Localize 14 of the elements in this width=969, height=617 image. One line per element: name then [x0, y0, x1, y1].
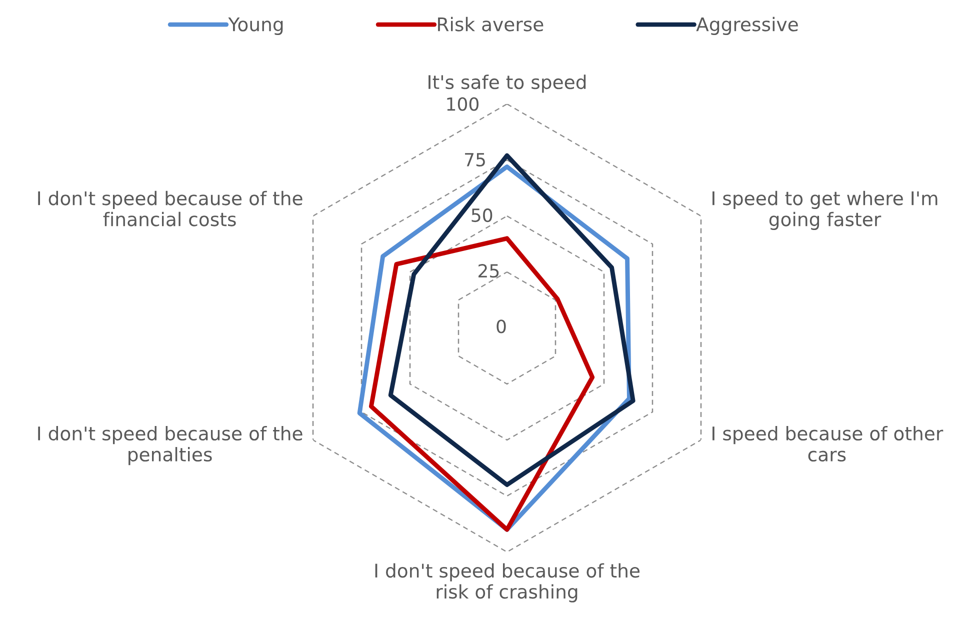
legend-label: Young	[228, 17, 283, 36]
y-tick-label: 75	[465, 153, 485, 166]
spoke-label: I don't speed because of the penalties	[38, 426, 302, 466]
y-tick-label: 0	[496, 320, 506, 334]
legend-label: Aggressive	[696, 16, 798, 36]
legend-label: Risk averse	[438, 16, 544, 32]
spoke-label: I don't speed because of the financial costs	[38, 190, 302, 226]
spoke-label: It's safe to speed	[428, 74, 586, 93]
spoke-label: I speed because of other cars	[712, 426, 944, 462]
y-tick-label: 100	[447, 97, 478, 111]
y-tick-label: 25	[478, 264, 499, 278]
y-tick-label: 50	[472, 208, 492, 222]
spoke-label: I don't speed because of the risk of crashing	[375, 563, 640, 602]
spoke-label: I speed to get where I'm going faster	[712, 190, 938, 230]
